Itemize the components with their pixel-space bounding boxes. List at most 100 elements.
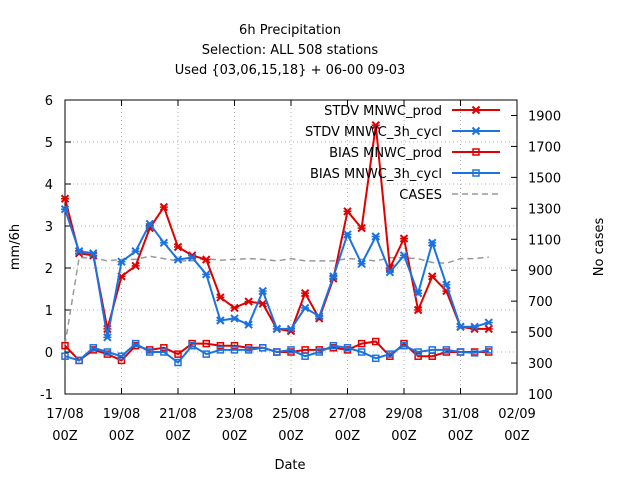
data-point (315, 348, 323, 356)
data-point (173, 255, 183, 264)
series-line (64, 208, 490, 338)
data-point (159, 202, 169, 212)
data-point (61, 352, 69, 360)
data-point (74, 246, 84, 256)
data-point (216, 341, 225, 350)
data-point (385, 267, 395, 277)
legend-marker (472, 148, 480, 156)
data-point (216, 316, 225, 325)
data-point (103, 333, 112, 342)
y2-tick-label: 1300 (528, 202, 561, 217)
legend-entry: BIAS MNWC_3h_cycl (310, 167, 500, 182)
legend: STDV MNWC_prod STDV MNWC_3h_cycl BIAS MNWC… (305, 104, 500, 203)
data-point (60, 194, 70, 203)
data-point (428, 272, 437, 281)
x-axis-label: Date (274, 458, 305, 473)
x-tick-label-time: 00Z (222, 429, 248, 444)
data-point (357, 348, 366, 356)
y2-tick-label: 1500 (528, 171, 561, 186)
data-point (230, 346, 239, 354)
data-point (442, 280, 451, 290)
y2-tick-label: 1100 (528, 233, 561, 248)
legend-marker (472, 169, 480, 177)
data-point (484, 318, 493, 327)
data-point (131, 339, 140, 348)
data-point (485, 346, 493, 354)
data-point (413, 288, 423, 298)
series-layer (60, 120, 493, 367)
x-tick-label-time: 00Z (109, 429, 135, 444)
data-point (131, 261, 140, 271)
data-point (456, 348, 465, 356)
x-tick-label: 21/08 (159, 407, 196, 422)
legend-label: CASES (399, 188, 442, 203)
y-tick-label: 1 (45, 304, 53, 319)
data-point (117, 356, 126, 365)
y-tick-label: 0 (45, 346, 53, 361)
data-point (187, 253, 197, 262)
data-point (456, 322, 465, 332)
data-point (103, 348, 112, 356)
series-line (64, 342, 490, 364)
data-point (258, 299, 267, 308)
plot-frame (64, 99, 518, 395)
data-point (188, 341, 196, 350)
x-tick-label-time: 00Z (278, 429, 304, 444)
data-point (399, 234, 409, 243)
data-point (372, 354, 380, 363)
data-point (329, 272, 338, 281)
x-tick-label-time: 00Z (504, 429, 530, 444)
x-tick-label-time: 00Z (391, 429, 417, 444)
data-point (117, 352, 126, 360)
data-point (216, 346, 225, 354)
data-point (60, 204, 70, 214)
data-point (258, 286, 267, 296)
legend-marker (471, 126, 481, 136)
data-point (146, 348, 154, 356)
data-point (470, 322, 479, 332)
y2-tick-label: 300 (528, 357, 553, 372)
x-tick-label: 02/09 (498, 407, 535, 422)
data-point (414, 348, 422, 356)
data-point (357, 339, 366, 348)
legend-label: BIAS MNWC_prod (329, 146, 442, 161)
data-point (202, 270, 211, 279)
data-point (216, 293, 225, 302)
x-tick-label-time: 00Z (52, 429, 78, 444)
x-tick-label: 17/08 (46, 407, 83, 422)
data-point (174, 358, 182, 367)
data-point (202, 350, 210, 358)
series-cases (64, 255, 489, 345)
x-tick-label: 31/08 (442, 407, 479, 422)
y-tick-label: -1 (40, 388, 53, 403)
chart-title-line-2: Selection: ALL 508 stations (202, 43, 379, 58)
data-point (343, 344, 352, 352)
data-point (428, 346, 436, 354)
x-tick-label: 23/08 (216, 407, 253, 422)
x-tick-label: 25/08 (272, 407, 309, 422)
data-point (244, 346, 253, 354)
y2-tick-label: 1700 (528, 140, 561, 155)
legend-entry: STDV MNWC_3h_cycl (305, 125, 500, 140)
data-point (371, 120, 380, 130)
data-point (159, 238, 169, 248)
data-point (399, 251, 409, 260)
data-point (357, 223, 366, 233)
chart-title-line-3: Used {03,06,15,18} + 06-00 09-03 (175, 63, 406, 78)
data-point (89, 249, 98, 258)
data-point (300, 288, 310, 298)
x-tick-label: 19/08 (103, 407, 140, 422)
data-point (470, 349, 479, 357)
data-point (343, 230, 352, 239)
axes: -1 0 1 2 3 4 5 6 100 300 500 700 900 1100 1300 1500 1700… (40, 94, 561, 444)
data-point (315, 312, 324, 321)
data-point (273, 348, 281, 356)
data-point (230, 314, 239, 323)
y2-tick-label: 500 (528, 326, 553, 341)
data-point (259, 344, 267, 352)
data-point (484, 324, 493, 334)
data-point (329, 341, 338, 350)
y-tick-label: 3 (45, 220, 53, 235)
data-point (301, 352, 309, 360)
data-point (442, 346, 451, 354)
